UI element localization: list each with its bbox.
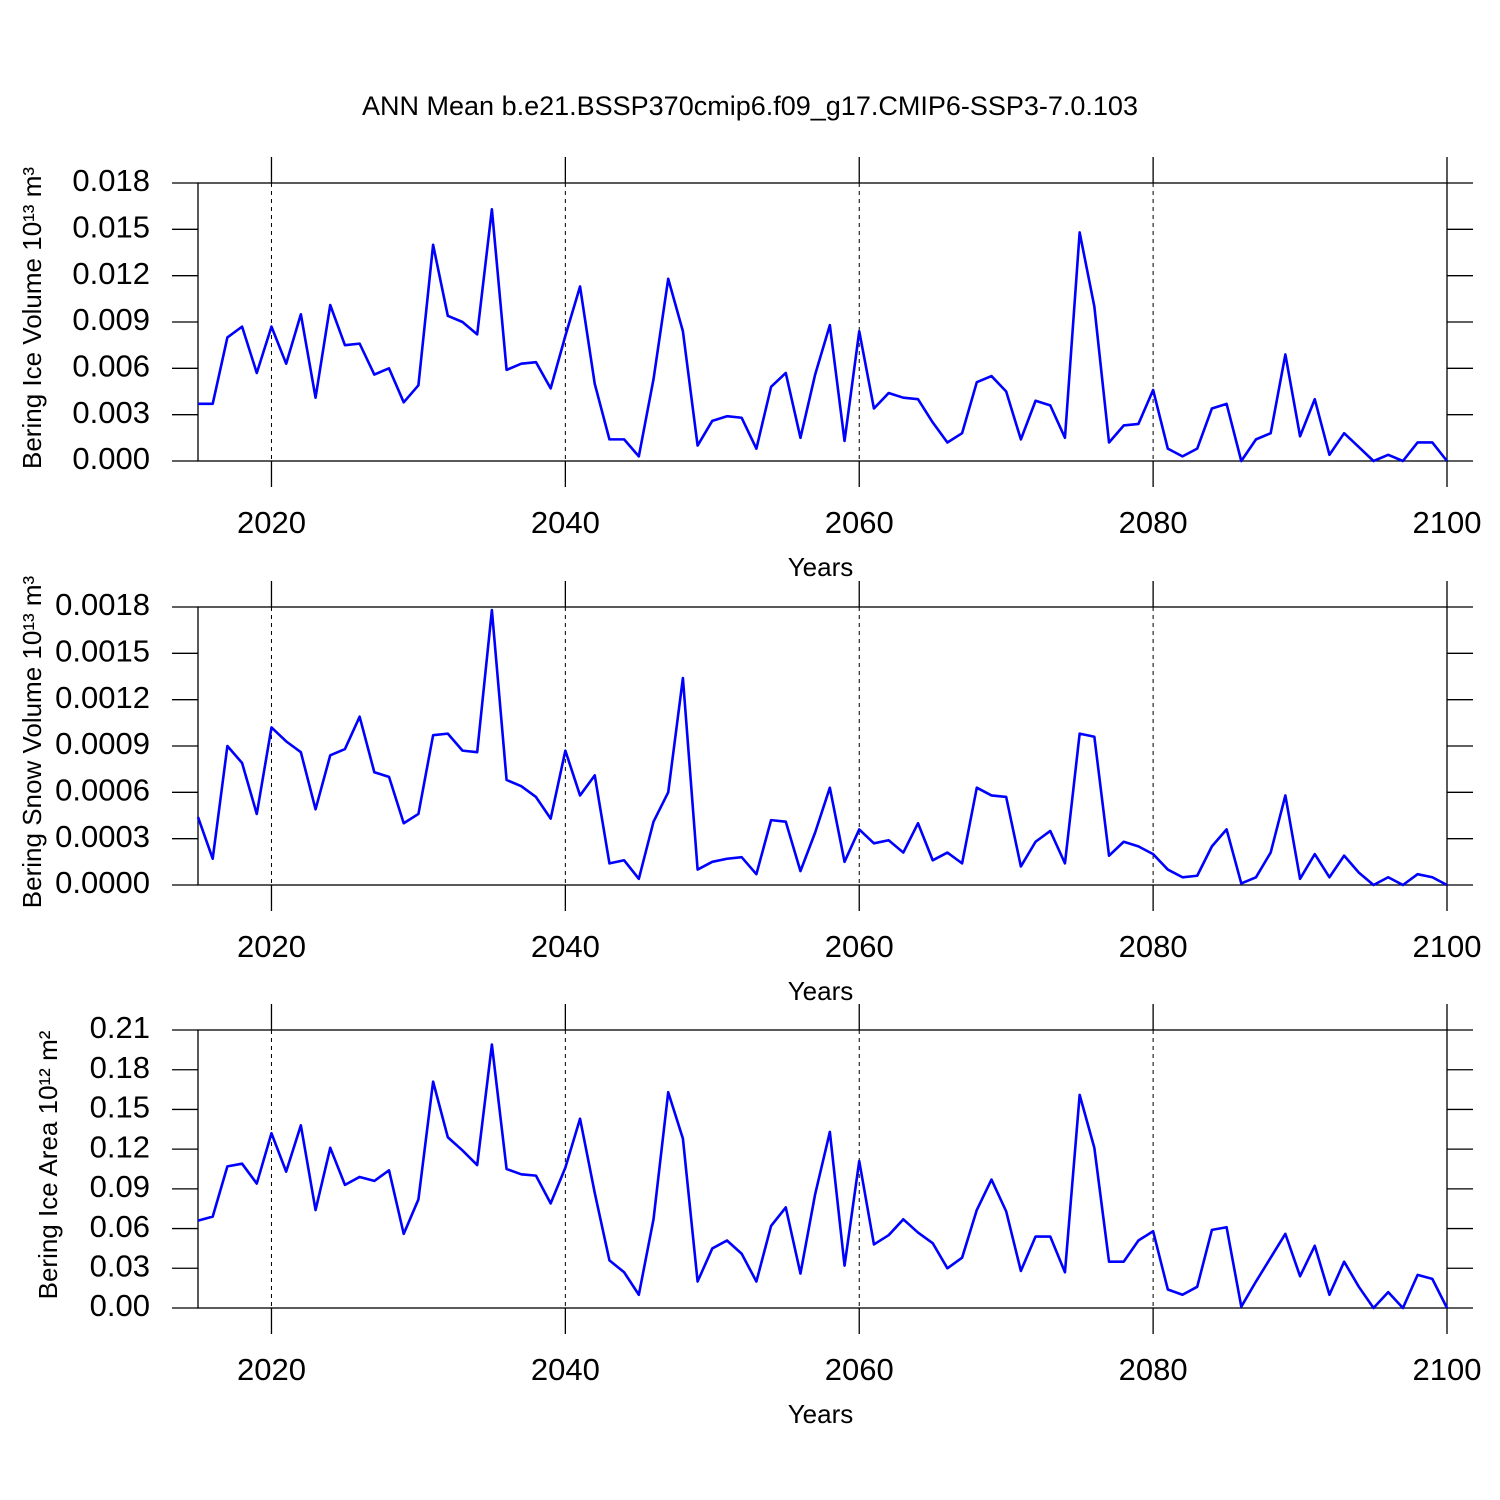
- data-line: [197, 1043, 1449, 1310]
- x-tick-label: 2060: [825, 505, 894, 540]
- y-tick-label: 0.009: [72, 302, 150, 337]
- x-tick-label: 2020: [237, 1352, 306, 1387]
- y-tick-label: 0.0015: [55, 634, 150, 669]
- y-tick-label: 0.21: [90, 1010, 150, 1045]
- x-tick-label: 2020: [237, 505, 306, 540]
- y-tick-label: 0.000: [72, 441, 150, 476]
- x-tick-label: 2020: [237, 929, 306, 964]
- x-tick-label: 2040: [531, 929, 600, 964]
- y-tick-label: 0.0018: [55, 587, 150, 622]
- x-tick-label: 2100: [1413, 505, 1482, 540]
- y-axis-label: Bering Snow Volume 10¹³ m³: [17, 575, 47, 908]
- x-tick-label: 2040: [531, 505, 600, 540]
- y-tick-label: 0.003: [72, 395, 150, 430]
- y-tick-label: 0.15: [90, 1090, 150, 1125]
- y-tick-label: 0.00: [90, 1288, 150, 1323]
- plot-frame: [197, 1029, 1448, 1309]
- x-tick-label: 2100: [1413, 929, 1482, 964]
- y-tick-label: 0.015: [72, 210, 150, 245]
- x-axis-label: Years: [788, 1399, 854, 1429]
- y-tick-label: 0.012: [72, 256, 150, 291]
- y-tick-label: 0.0000: [55, 865, 150, 900]
- y-axis-label: Bering Ice Volume 10¹³ m³: [17, 167, 47, 469]
- x-tick-label: 2040: [531, 1352, 600, 1387]
- y-tick-label: 0.03: [90, 1248, 150, 1283]
- y-tick-label: 0.0009: [55, 726, 150, 761]
- y-tick-label: 0.12: [90, 1129, 150, 1164]
- x-axis-label: Years: [788, 552, 854, 582]
- data-line: [196, 608, 1448, 887]
- plot-frame: [197, 182, 1448, 462]
- y-tick-label: 0.0003: [55, 819, 150, 854]
- x-tick-label: 2060: [825, 929, 894, 964]
- y-tick-label: 0.0006: [55, 773, 150, 808]
- x-tick-label: 2060: [825, 1352, 894, 1387]
- y-tick-label: 0.18: [90, 1050, 150, 1085]
- x-tick-label: 2080: [1119, 929, 1188, 964]
- x-tick-label: 2080: [1119, 505, 1188, 540]
- data-line: [198, 207, 1449, 463]
- y-tick-label: 0.018: [72, 163, 150, 198]
- y-tick-label: 0.006: [72, 349, 150, 384]
- y-tick-label: 0.06: [90, 1209, 150, 1244]
- x-tick-label: 2100: [1413, 1352, 1482, 1387]
- x-axis-label: Years: [788, 976, 854, 1006]
- y-tick-label: 0.09: [90, 1169, 150, 1204]
- y-axis-label: Bering Ice Area 10¹² m²: [33, 1030, 63, 1299]
- figure-title: ANN Mean b.e21.BSSP370cmip6.f09_g17.CMIP…: [362, 91, 1138, 121]
- y-tick-label: 0.0012: [55, 680, 150, 715]
- x-tick-label: 2080: [1119, 1352, 1188, 1387]
- plot-frame: [197, 606, 1448, 886]
